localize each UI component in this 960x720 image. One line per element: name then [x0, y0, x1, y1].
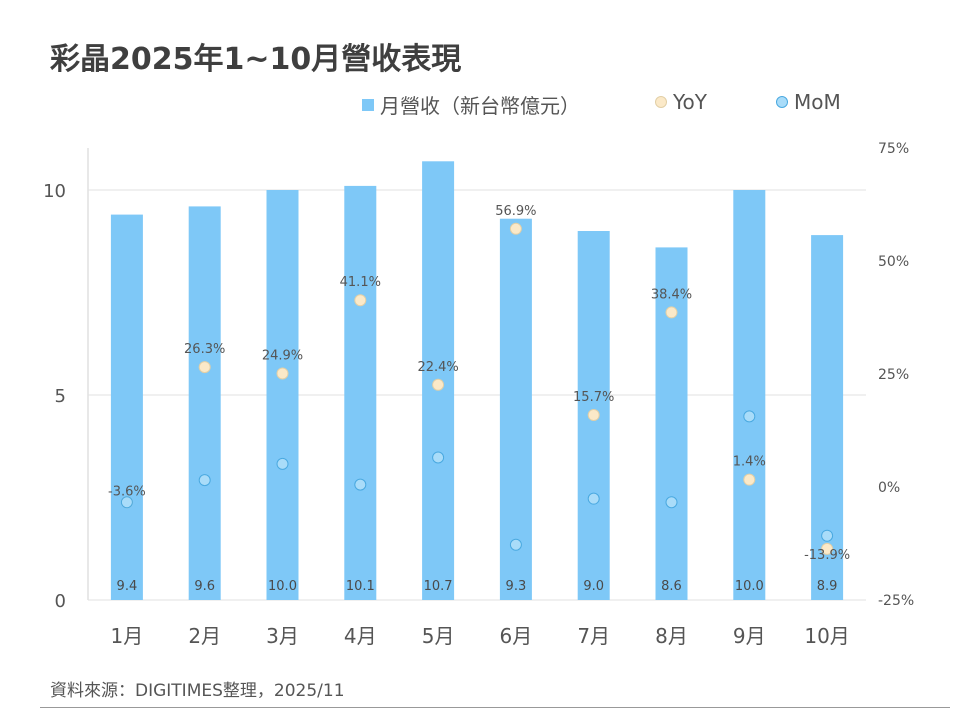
mom-point — [354, 478, 367, 491]
legend-swatch-yoy — [655, 96, 667, 108]
yoy-value-label: 38.4% — [651, 287, 692, 302]
yoy-value-label: 1.4% — [733, 455, 766, 470]
legend-item-yoy: YoY — [655, 90, 707, 114]
y2-tick-label: 75% — [878, 141, 909, 157]
bar-value-label: 9.6 — [194, 579, 215, 594]
mom-point — [198, 474, 211, 487]
mom-point — [821, 529, 834, 542]
yoy-point — [743, 473, 756, 486]
mom-point — [276, 457, 289, 470]
bar-value-label: 8.9 — [817, 579, 838, 594]
yoy-point — [198, 361, 211, 374]
bar — [344, 185, 377, 600]
legend-label-yoy: YoY — [673, 90, 708, 114]
chart-title: 彩晶2025年1~10月營收表現 — [50, 42, 462, 77]
x-tick-label: 7月 — [577, 624, 610, 648]
x-tick-label: 2月 — [188, 624, 221, 648]
mom-point — [743, 410, 756, 423]
y2-tick-label: 50% — [878, 254, 909, 270]
x-tick-label: 6月 — [500, 624, 533, 648]
yoy-value-label: 41.1% — [340, 275, 381, 290]
x-tick-label: 1月 — [111, 624, 144, 648]
bar-value-label: 10.7 — [424, 579, 453, 594]
legend-label-mom: MoM — [794, 90, 841, 114]
yoy-point — [821, 542, 834, 555]
yoy-point — [665, 306, 678, 319]
bar-value-label: 9.4 — [117, 579, 138, 594]
x-tick-label: 5月 — [422, 624, 455, 648]
y2-tick-label: -25% — [878, 593, 914, 609]
mom-point — [509, 538, 522, 551]
x-tick-label: 10月 — [804, 624, 849, 648]
yoy-value-label: 22.4% — [417, 360, 458, 375]
y-tick-label: 10 — [43, 181, 66, 202]
bar-value-label: 8.6 — [661, 579, 682, 594]
bar-value-label: 10.0 — [268, 579, 297, 594]
bar — [188, 206, 221, 600]
bar — [655, 247, 688, 600]
mom-point — [665, 496, 678, 509]
legend-swatch-mom — [776, 96, 788, 108]
mom-point — [432, 451, 445, 464]
yoy-value-label: 56.9% — [495, 204, 536, 219]
yoy-point — [354, 294, 367, 307]
yoy-value-label: 26.3% — [184, 342, 225, 357]
x-tick-label: 3月 — [266, 624, 299, 648]
x-tick-label: 9月 — [733, 624, 766, 648]
bar — [733, 190, 766, 600]
bar — [266, 190, 299, 600]
bar-value-label: 9.3 — [506, 579, 527, 594]
y2-tick-label: 0% — [878, 480, 900, 496]
bar — [499, 218, 532, 600]
bar-value-label: 9.0 — [583, 579, 604, 594]
source-note: 資料來源：DIGITIMES整理，2025/11 — [50, 681, 345, 701]
legend-item-revenue: 月營收（新台幣億元） — [362, 90, 580, 119]
bar-value-label: 10.1 — [346, 579, 375, 594]
footer-divider — [40, 707, 950, 708]
yoy-value-label: -3.6% — [108, 484, 146, 499]
x-tick-label: 8月 — [655, 624, 688, 648]
yoy-point — [276, 367, 289, 380]
mom-point — [120, 496, 133, 509]
mom-point — [587, 492, 600, 505]
yoy-value-label: 24.9% — [262, 348, 303, 363]
bar — [110, 214, 143, 600]
y-tick-label: 5 — [55, 386, 66, 407]
yoy-point — [509, 222, 522, 235]
legend: 月營收（新台幣億元） YoY MoM — [0, 90, 960, 120]
legend-item-mom: MoM — [776, 90, 841, 114]
bar-value-label: 10.0 — [735, 579, 764, 594]
x-tick-label: 4月 — [344, 624, 377, 648]
y2-tick-label: 25% — [878, 367, 909, 383]
yoy-value-label: -13.9% — [804, 548, 850, 563]
yoy-point — [432, 378, 445, 391]
yoy-point — [587, 409, 600, 422]
legend-label-revenue: 月營收（新台幣億元） — [380, 94, 580, 118]
y-tick-label: 0 — [55, 591, 66, 612]
yoy-value-label: 15.7% — [573, 390, 614, 405]
legend-swatch-revenue — [362, 98, 374, 111]
